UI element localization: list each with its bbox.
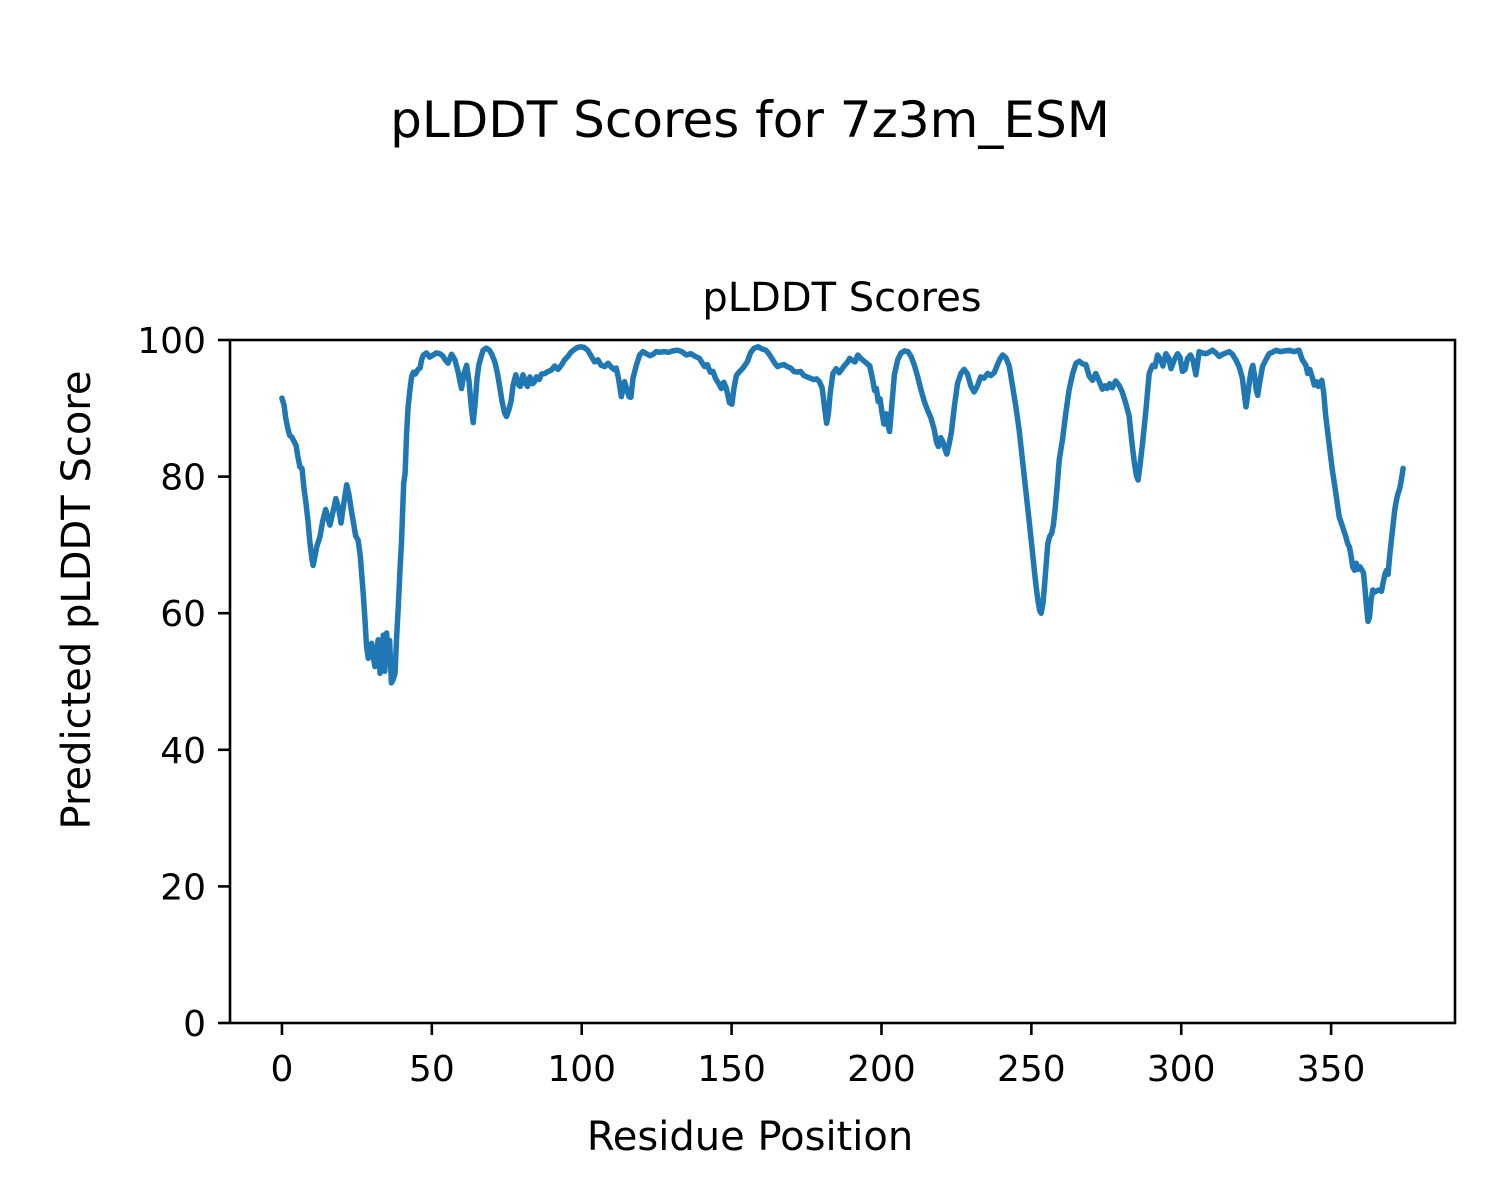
plddt-line-series: [279, 344, 1406, 686]
x-tick-label: 200: [847, 1049, 916, 1090]
x-axis-label: Residue Position: [587, 1114, 913, 1160]
y-axis-label: Predicted pLDDT Score: [54, 371, 100, 830]
x-tick-label: 100: [547, 1049, 616, 1090]
axes-frame: [228, 338, 1457, 1025]
y-tick-label: 20: [160, 867, 206, 908]
y-tick-label: 0: [183, 1004, 206, 1045]
y-tick-label: 80: [160, 458, 206, 499]
x-tick-label: 0: [270, 1049, 293, 1090]
y-tick-label: 60: [160, 594, 206, 635]
x-tick-label: 300: [1147, 1049, 1216, 1090]
figure-title: pLDDT Scores for 7z3m_ESM: [390, 91, 1110, 149]
x-tick-label: 150: [697, 1049, 766, 1090]
y-tick-label: 100: [137, 321, 206, 362]
y-tick-label: 40: [160, 731, 206, 772]
x-tick-label: 250: [997, 1049, 1066, 1090]
x-tick-label: 50: [409, 1049, 455, 1090]
axes-title: pLDDT Scores: [702, 275, 981, 321]
x-tick-label: 350: [1297, 1049, 1366, 1090]
axis-ticks: 0 50 100 150 200 250 300 350 0 20 40 60 80 100: [137, 321, 1365, 1090]
